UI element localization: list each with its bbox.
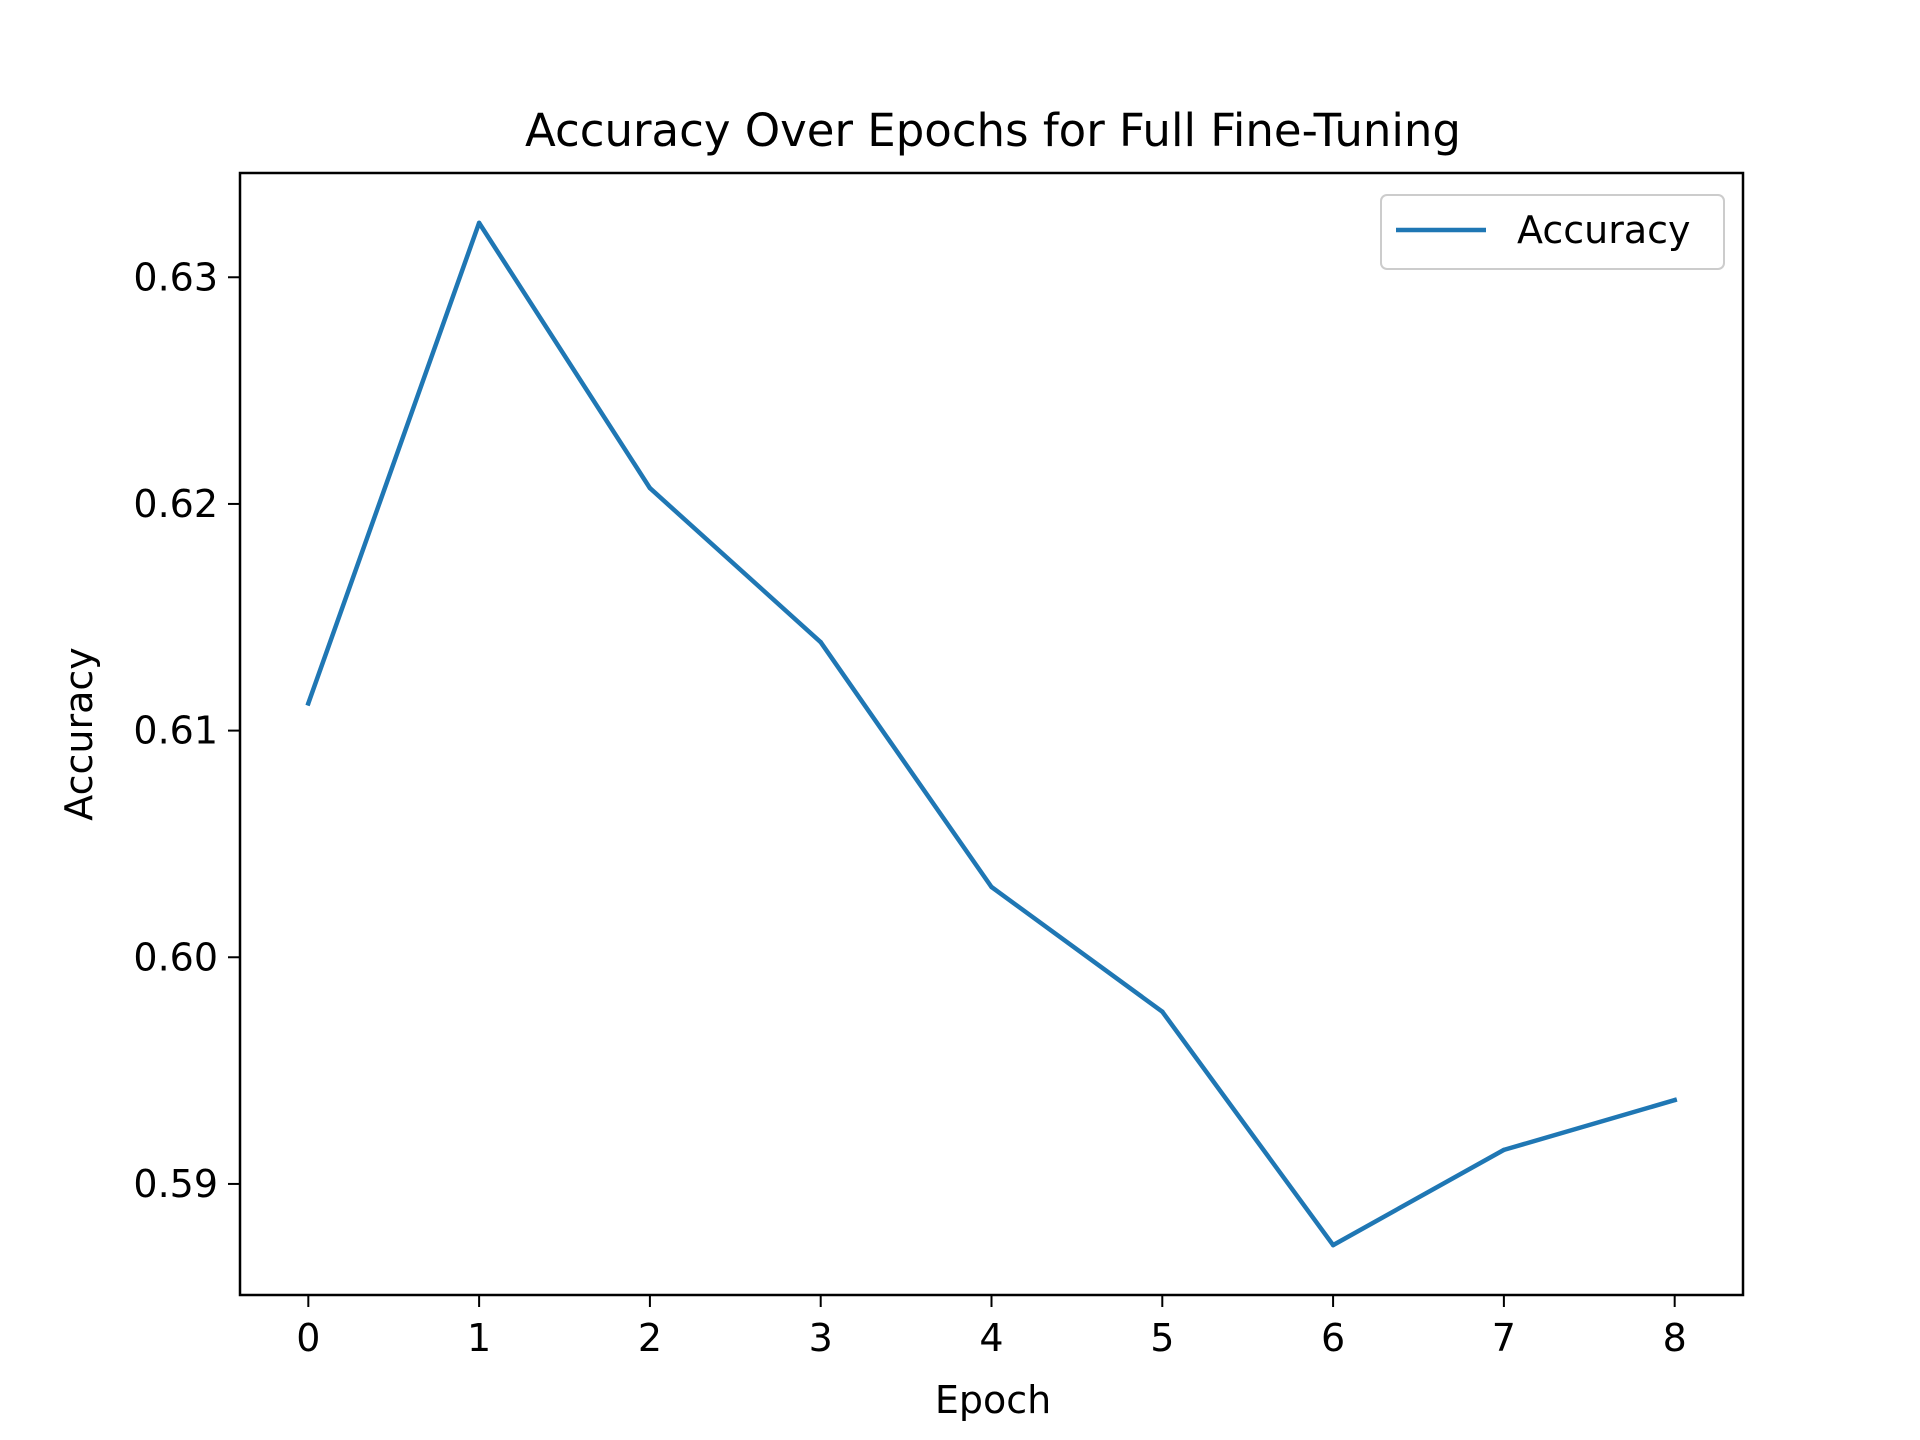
x-tick-label: 8 bbox=[1663, 1316, 1687, 1360]
x-tick-label: 5 bbox=[1150, 1316, 1174, 1360]
data-point-epoch-5 bbox=[1160, 1009, 1165, 1014]
x-tick-label: 3 bbox=[809, 1316, 833, 1360]
x-tick-label: 2 bbox=[638, 1316, 662, 1360]
y-axis: 0.59 0.60 0.61 0.62 0.63 bbox=[133, 255, 240, 1206]
x-tick-label: 4 bbox=[979, 1316, 1003, 1360]
x-axis-label: Epoch bbox=[935, 1378, 1051, 1422]
x-tick-label: 6 bbox=[1321, 1316, 1345, 1360]
x-tick-label: 0 bbox=[296, 1316, 320, 1360]
legend: Accuracy bbox=[1380, 194, 1725, 270]
legend-label: Accuracy bbox=[1517, 208, 1691, 252]
data-point-epoch-8 bbox=[1672, 1097, 1677, 1103]
x-axis: 0 1 2 3 4 5 6 7 8 bbox=[296, 1295, 1687, 1360]
y-tick-label: 0.60 bbox=[133, 935, 218, 979]
accuracy-series-line bbox=[305, 220, 1678, 1248]
data-point-epoch-2 bbox=[647, 485, 653, 491]
chart-title: Accuracy Over Epochs for Full Fine-Tunin… bbox=[525, 104, 1461, 157]
y-tick-label: 0.63 bbox=[133, 255, 218, 299]
y-tick-label: 0.59 bbox=[133, 1162, 218, 1206]
plot-area bbox=[238, 171, 1745, 1297]
x-tick-label: 7 bbox=[1492, 1316, 1516, 1360]
y-tick-label: 0.62 bbox=[133, 482, 218, 526]
y-tick-label: 0.61 bbox=[133, 709, 218, 753]
accuracy-series-points bbox=[306, 220, 1677, 1248]
data-point-epoch-3 bbox=[818, 640, 823, 645]
data-point-epoch-0 bbox=[306, 701, 311, 706]
y-axis-label: Accuracy bbox=[57, 647, 101, 821]
x-tick-label: 1 bbox=[467, 1316, 491, 1360]
legend-box bbox=[1380, 194, 1725, 270]
data-point-epoch-4 bbox=[989, 884, 994, 890]
data-point-epoch-1 bbox=[476, 220, 482, 226]
data-point-epoch-7 bbox=[1501, 1147, 1507, 1153]
data-point-epoch-6 bbox=[1330, 1242, 1336, 1248]
